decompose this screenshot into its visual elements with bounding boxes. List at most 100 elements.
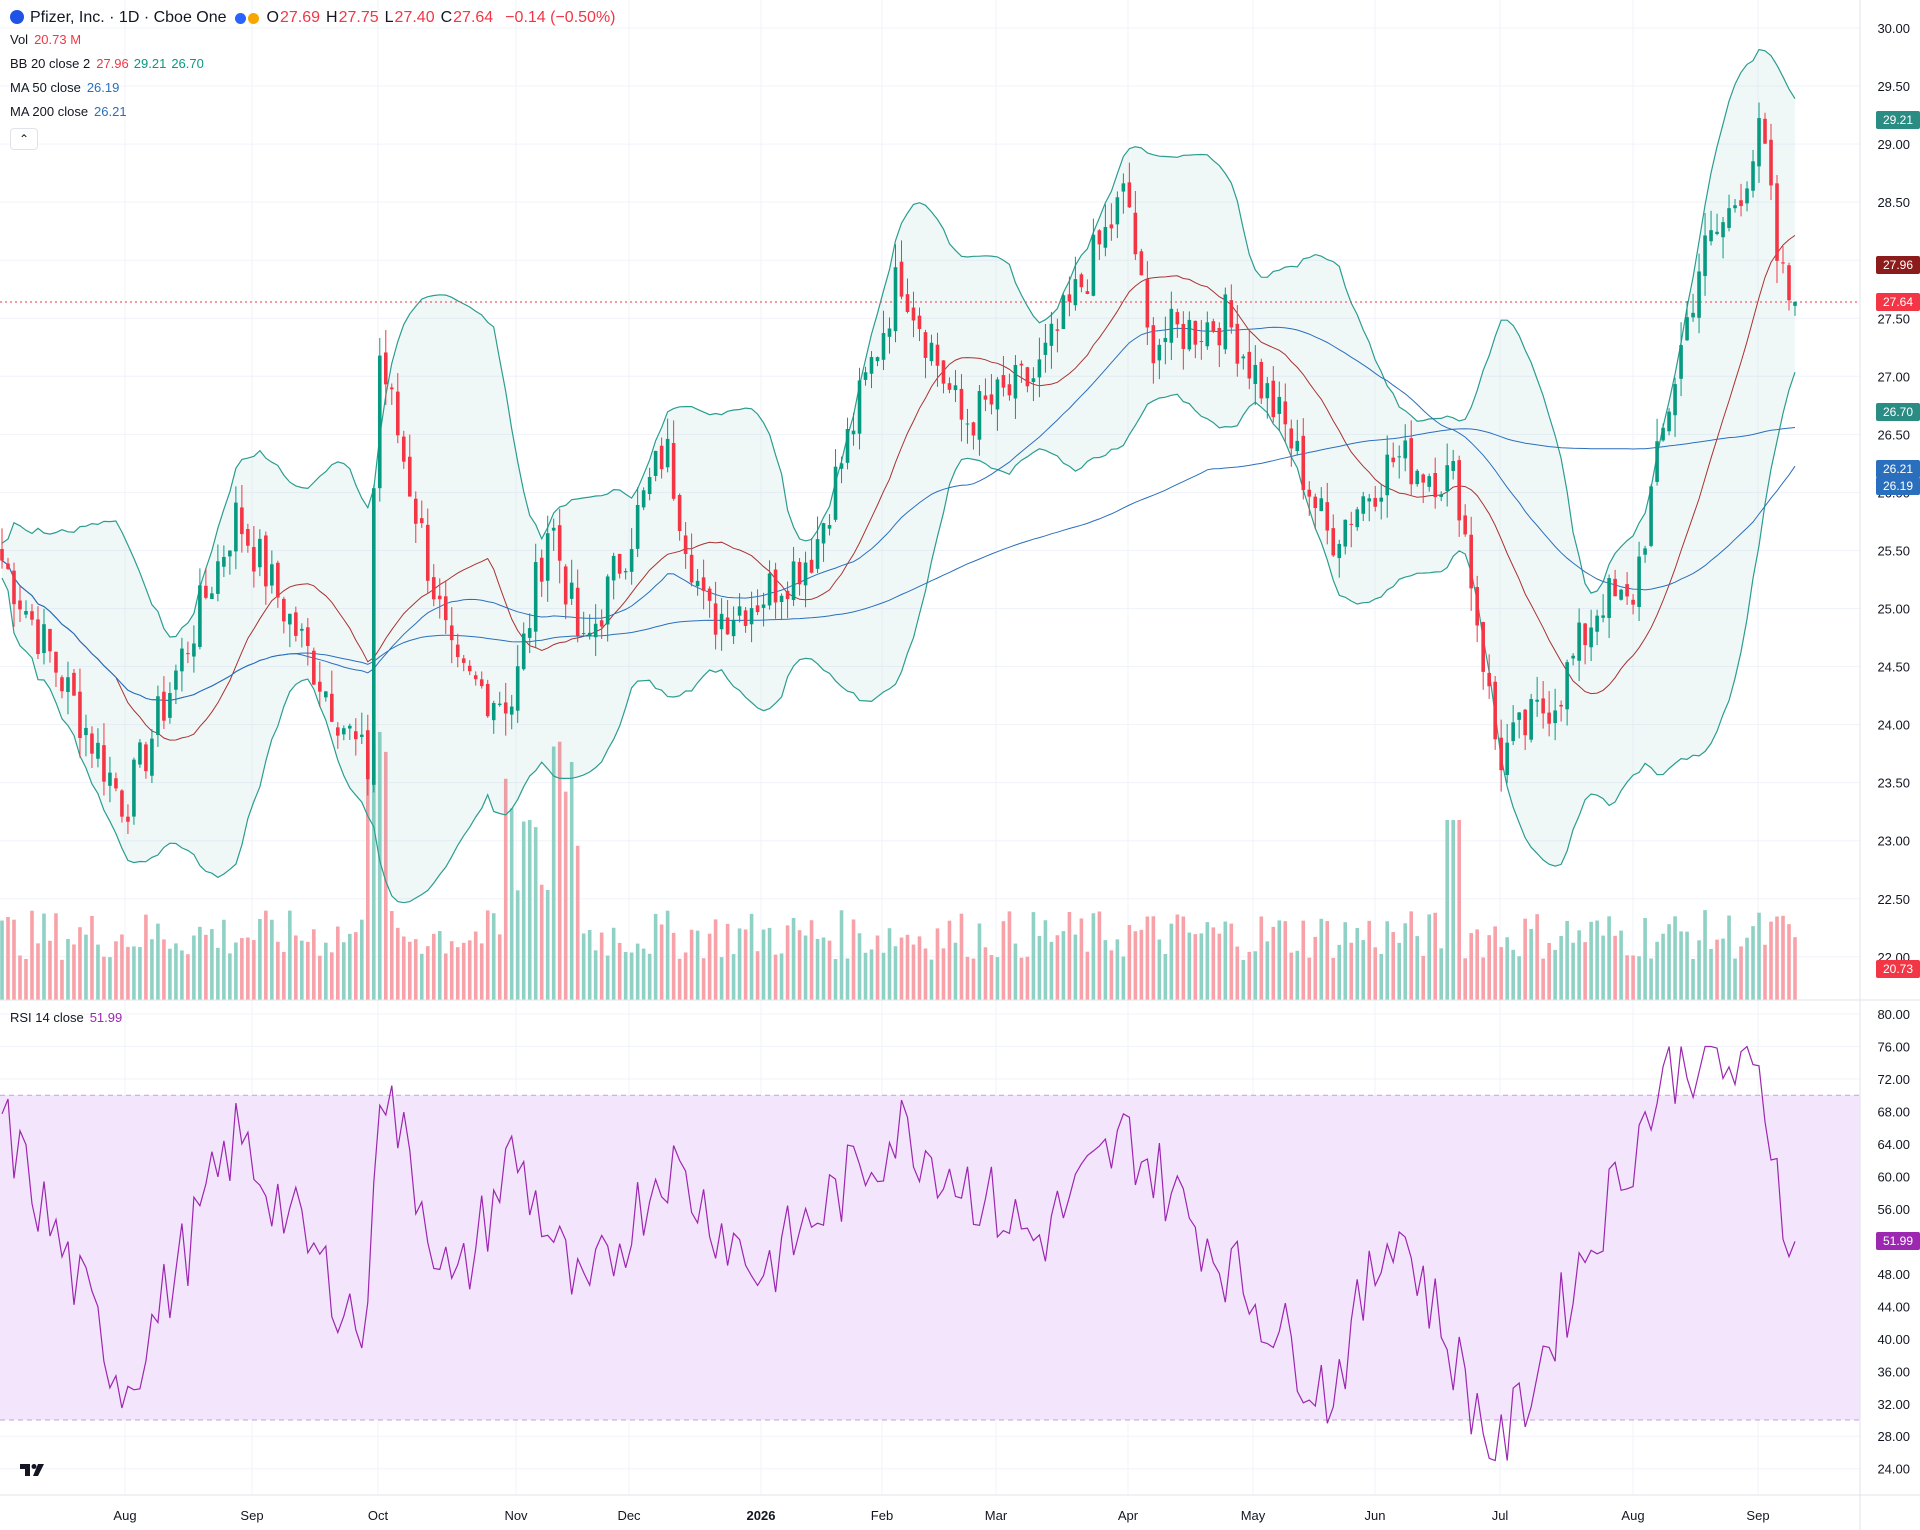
candle-body bbox=[1319, 498, 1324, 512]
symbol-title[interactable]: Pfizer, Inc. · 1D · Cboe One bbox=[30, 9, 227, 26]
volume-bar bbox=[1049, 941, 1054, 1000]
ohlc-value-l: 27.40 bbox=[394, 9, 435, 26]
volume-bar bbox=[737, 928, 742, 1000]
candle-body bbox=[743, 610, 748, 626]
candle-body bbox=[977, 391, 982, 440]
volume-bar bbox=[1361, 940, 1366, 1000]
candle-body bbox=[1571, 655, 1575, 659]
candle-body bbox=[779, 595, 784, 603]
candle-body bbox=[881, 333, 886, 360]
volume-bar bbox=[1301, 920, 1306, 1000]
volume-bar bbox=[150, 939, 154, 1000]
volume-bar bbox=[1775, 916, 1779, 1000]
volume-bar bbox=[587, 930, 592, 1000]
volume-bar bbox=[1505, 937, 1509, 1000]
time-tick-label: Feb bbox=[871, 1508, 893, 1523]
volume-bar bbox=[72, 944, 76, 1000]
volume-bar bbox=[515, 890, 520, 1000]
bb-legend[interactable]: BB 20 close 2 27.96 29.21 26.70 bbox=[10, 56, 209, 72]
candle-body bbox=[941, 360, 946, 384]
volume-bar bbox=[623, 952, 628, 1000]
candle-body bbox=[1601, 615, 1605, 618]
volume-bar bbox=[12, 919, 16, 1000]
volume-bar bbox=[1667, 924, 1671, 1000]
candle-body bbox=[401, 436, 406, 462]
candle-body bbox=[1727, 208, 1731, 228]
volume-bar bbox=[419, 953, 424, 1000]
ma50-label: MA 50 close bbox=[10, 80, 81, 95]
candle-body bbox=[1469, 534, 1473, 589]
volume-bar bbox=[1769, 921, 1773, 1000]
volume-bar bbox=[1247, 951, 1252, 1000]
volume-bar bbox=[1427, 914, 1432, 1000]
volume-bar bbox=[1097, 911, 1102, 1000]
candle-body bbox=[623, 571, 628, 573]
volume-bar bbox=[1757, 912, 1761, 1000]
volume-bar bbox=[395, 927, 400, 1000]
candle-body bbox=[695, 580, 700, 587]
candle-body bbox=[1025, 367, 1030, 387]
candle-body bbox=[689, 554, 694, 583]
volume-bar bbox=[1475, 929, 1479, 1000]
candle-body bbox=[1121, 183, 1126, 192]
candle-body bbox=[1361, 496, 1366, 514]
volume-bar bbox=[24, 958, 28, 1000]
price-tick-label: 28.50 bbox=[1877, 195, 1910, 210]
volume-bar bbox=[401, 936, 406, 1000]
tradingview-logo-icon[interactable] bbox=[18, 1460, 48, 1480]
candle-body bbox=[150, 738, 154, 776]
candle-body bbox=[1511, 722, 1515, 742]
candle-body bbox=[995, 379, 1000, 410]
candle-body bbox=[1541, 698, 1545, 714]
ma50-legend[interactable]: MA 50 close 26.19 bbox=[10, 80, 125, 96]
volume-bar bbox=[54, 913, 58, 1000]
candle-body bbox=[360, 734, 364, 737]
rsi-tick-label: 64.00 bbox=[1877, 1137, 1910, 1152]
candle-body bbox=[348, 725, 352, 729]
candle-body bbox=[803, 562, 808, 586]
volume-bar bbox=[252, 940, 256, 1000]
volume-bar bbox=[1517, 956, 1521, 1000]
candle-body bbox=[1385, 454, 1390, 496]
volume-bar bbox=[126, 946, 130, 1000]
volume-bar bbox=[1115, 939, 1120, 1000]
collapse-legend-button[interactable]: ⌃ bbox=[10, 128, 38, 150]
candle-body bbox=[1043, 342, 1048, 355]
candle-body bbox=[288, 613, 292, 625]
candle-body bbox=[665, 438, 670, 468]
volume-bar bbox=[1127, 925, 1132, 1000]
candle-body bbox=[929, 342, 934, 362]
candle-body bbox=[102, 745, 106, 782]
candle-body bbox=[108, 772, 112, 786]
ohlc-key-l: L bbox=[384, 9, 394, 26]
candle-body bbox=[1643, 548, 1647, 555]
volume-bar bbox=[1355, 927, 1360, 1000]
candle-body bbox=[1559, 704, 1563, 707]
vol-legend[interactable]: Vol 20.73 M bbox=[10, 32, 87, 48]
candle-body bbox=[138, 742, 142, 765]
volume-bar bbox=[1007, 911, 1012, 1000]
candle-body bbox=[1247, 351, 1252, 379]
candle-body bbox=[1109, 224, 1114, 229]
candle-body bbox=[923, 332, 928, 358]
candle-body bbox=[90, 733, 94, 754]
rsi-legend[interactable]: RSI 14 close 51.99 bbox=[10, 1010, 128, 1026]
volume-bar bbox=[312, 929, 316, 1000]
volume-bar bbox=[1625, 955, 1629, 1000]
time-tick-label: 2026 bbox=[747, 1508, 776, 1523]
candle-body bbox=[443, 596, 448, 621]
candle-body bbox=[1691, 312, 1695, 318]
candle-body bbox=[1535, 699, 1539, 702]
candle-body bbox=[1001, 375, 1006, 388]
candle-body bbox=[461, 658, 466, 663]
candle-body bbox=[1439, 494, 1443, 497]
candle-body bbox=[342, 728, 346, 735]
volume-bar bbox=[953, 942, 958, 1000]
ma200-legend[interactable]: MA 200 close 26.21 bbox=[10, 104, 133, 120]
candle-body bbox=[701, 577, 706, 591]
price-tick-label: 26.50 bbox=[1877, 427, 1910, 442]
volume-bar bbox=[1577, 930, 1581, 1000]
candle-body bbox=[1061, 295, 1066, 329]
candle-body bbox=[1373, 497, 1378, 507]
